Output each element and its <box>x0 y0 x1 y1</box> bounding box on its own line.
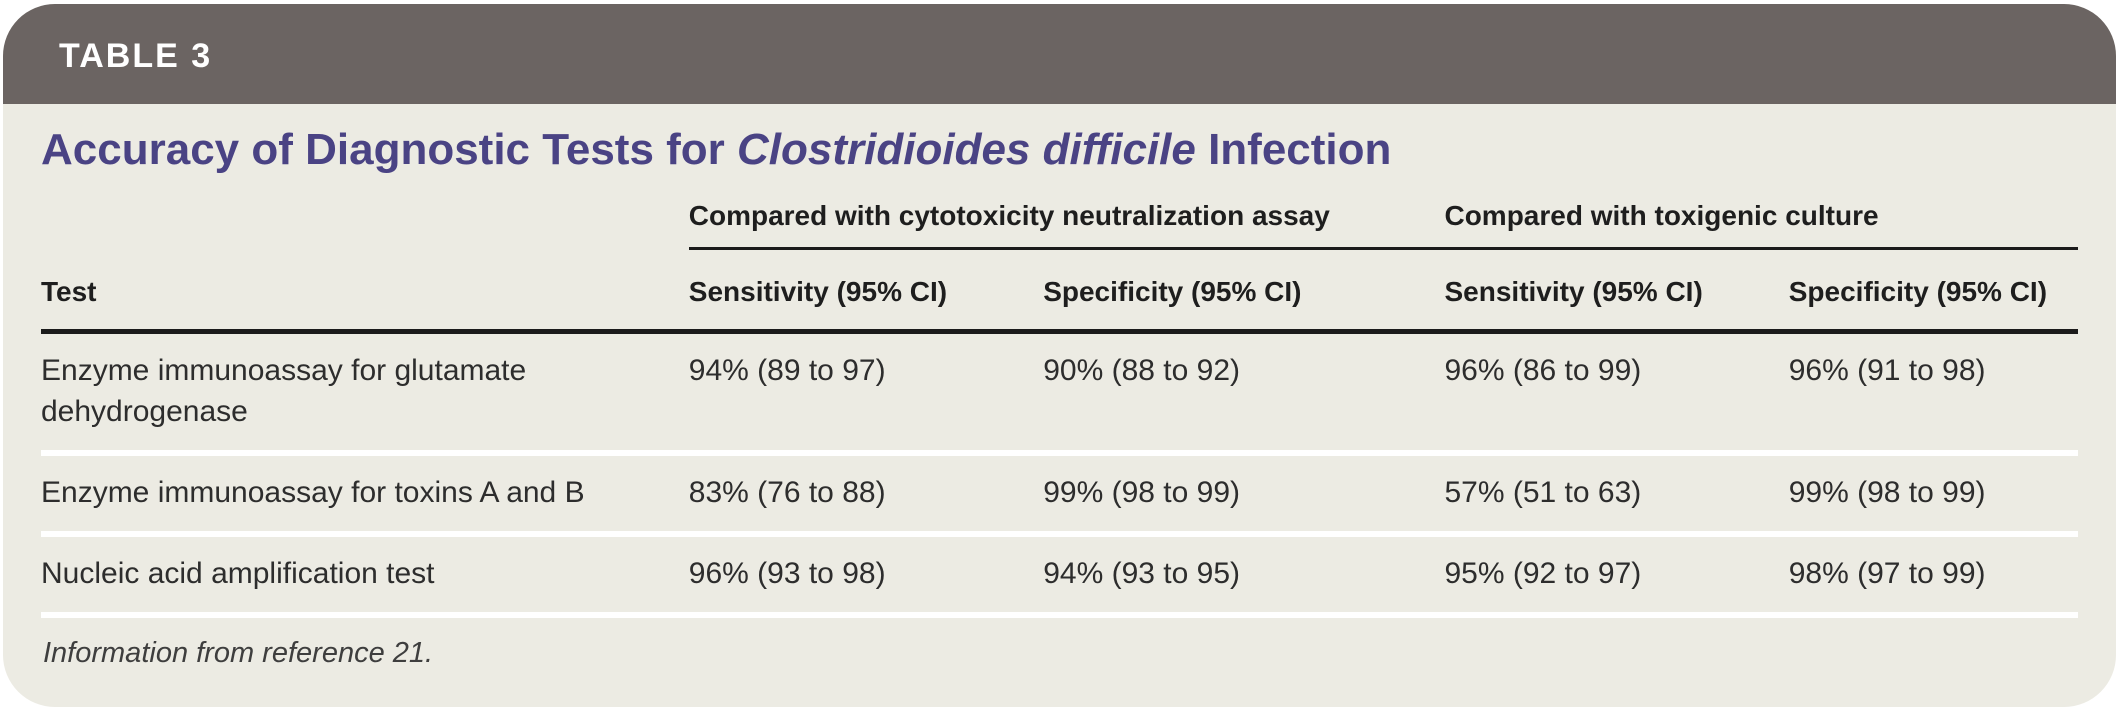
table-row-gdh: Enzyme immunoassay for glutamate dehydro… <box>41 331 2078 456</box>
test-name-cell: Enzyme immunoassay for toxins A and B <box>41 452 689 537</box>
group-header-toxigenic: Compared with toxigenic culture <box>1444 200 2078 251</box>
column-header-row: Test Sensitivity (95% CI) Specificity (9… <box>41 248 2078 335</box>
table-number-tag: TABLE 3 <box>59 36 213 75</box>
group-header-cytotoxicity: Compared with cytotoxicity neutralizatio… <box>688 200 1445 251</box>
value-cell: 94% (89 to 97) <box>688 331 1044 456</box>
group-header-spacer <box>41 200 689 249</box>
test-name-cell: Enzyme immunoassay for glutamate dehydro… <box>41 331 689 456</box>
column-header-test: Test <box>41 248 689 335</box>
title-species-name: Clostridioides difficile <box>737 125 1196 174</box>
group-header-row: Compared with cytotoxicity neutralizatio… <box>41 200 2078 251</box>
diagnostic-accuracy-table: Compared with cytotoxicity neutralizatio… <box>41 200 2078 618</box>
value-cell: 96% (86 to 99) <box>1444 331 1789 456</box>
value-cell: 90% (88 to 92) <box>1043 331 1445 456</box>
table-card-body: Accuracy of Diagnostic Tests for Clostri… <box>3 104 2116 670</box>
column-header-specificity-cna: Specificity (95% CI) <box>1043 248 1445 335</box>
value-cell: 83% (76 to 88) <box>688 452 1044 537</box>
value-cell: 96% (93 to 98) <box>688 533 1044 618</box>
title-prefix: Accuracy of Diagnostic Tests for <box>41 125 738 174</box>
table-footnote: Information from reference 21. <box>43 636 434 669</box>
value-cell: 99% (98 to 99) <box>1043 452 1445 537</box>
value-cell: 96% (91 to 98) <box>1788 331 2078 456</box>
table-card: TABLE 3 Accuracy of Diagnostic Tests for… <box>3 4 2116 707</box>
table-row-toxins-ab: Enzyme immunoassay for toxins A and B 83… <box>41 452 2078 537</box>
value-cell: 98% (97 to 99) <box>1788 533 2078 618</box>
column-header-sensitivity-tc: Sensitivity (95% CI) <box>1444 248 1789 335</box>
column-header-specificity-tc: Specificity (95% CI) <box>1788 248 2078 335</box>
column-header-sensitivity-cna: Sensitivity (95% CI) <box>688 248 1044 335</box>
page-title: Accuracy of Diagnostic Tests for Clostri… <box>41 125 2078 174</box>
test-name-cell: Nucleic acid amplification test <box>41 533 689 618</box>
value-cell: 94% (93 to 95) <box>1043 533 1445 618</box>
table-row-naat: Nucleic acid amplification test 96% (93 … <box>41 533 2078 618</box>
title-suffix: Infection <box>1195 125 1392 174</box>
table-header-bar: TABLE 3 <box>3 4 2116 104</box>
value-cell: 57% (51 to 63) <box>1444 452 1789 537</box>
value-cell: 95% (92 to 97) <box>1444 533 1789 618</box>
value-cell: 99% (98 to 99) <box>1788 452 2078 537</box>
